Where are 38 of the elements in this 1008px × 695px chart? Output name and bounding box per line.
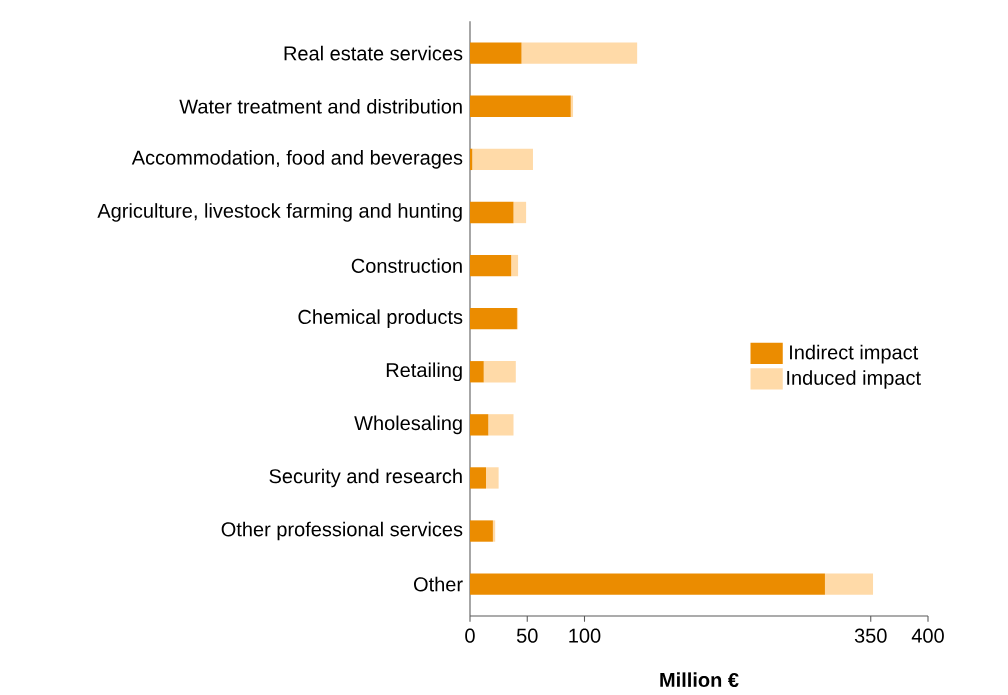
bar (470, 573, 825, 595)
bar (488, 414, 514, 436)
x-axis-title: Million € (660, 672, 739, 688)
x-tick-label: 0 (465, 628, 475, 643)
bar (513, 201, 527, 224)
y-tick-label: Real estate services (284, 45, 463, 61)
bar (521, 42, 638, 64)
legend-label: Induced impact (787, 370, 921, 389)
y-tick-label: Wholesaling (354, 415, 462, 435)
bar (470, 254, 512, 277)
bar (824, 573, 874, 595)
y-tick-label: Agriculture, livestock farming and hunting (97, 203, 462, 222)
x-tick-label: 50 (516, 628, 538, 643)
bar (472, 148, 533, 171)
bar (511, 254, 519, 277)
bar (470, 361, 484, 383)
y-tick-label: Retailing (386, 362, 462, 382)
bar (470, 520, 493, 542)
bar (470, 307, 517, 330)
x-tick-label: 350 (854, 628, 887, 643)
legend-label: Indirect impact (790, 344, 919, 364)
y-tick-label: Security and research (269, 468, 462, 488)
y-tick-label: Water treatment and distribution (179, 98, 462, 114)
bar (483, 361, 516, 383)
bar (470, 201, 514, 224)
x-tick-label: 100 (569, 628, 601, 643)
bar (470, 414, 489, 436)
bar (470, 42, 522, 64)
y-tick-label: Accommodation, food and beverages (131, 150, 463, 169)
bar (492, 520, 496, 542)
bar (470, 95, 571, 117)
y-tick-label: Construction (351, 258, 462, 273)
y-tick-label: Other (413, 576, 463, 592)
x-tick-label: 400 (911, 628, 944, 643)
y-tick-label: Other professional services (221, 521, 463, 541)
y-tick-label: Chemical products (298, 309, 463, 328)
bar (486, 467, 499, 489)
bar (470, 467, 487, 489)
